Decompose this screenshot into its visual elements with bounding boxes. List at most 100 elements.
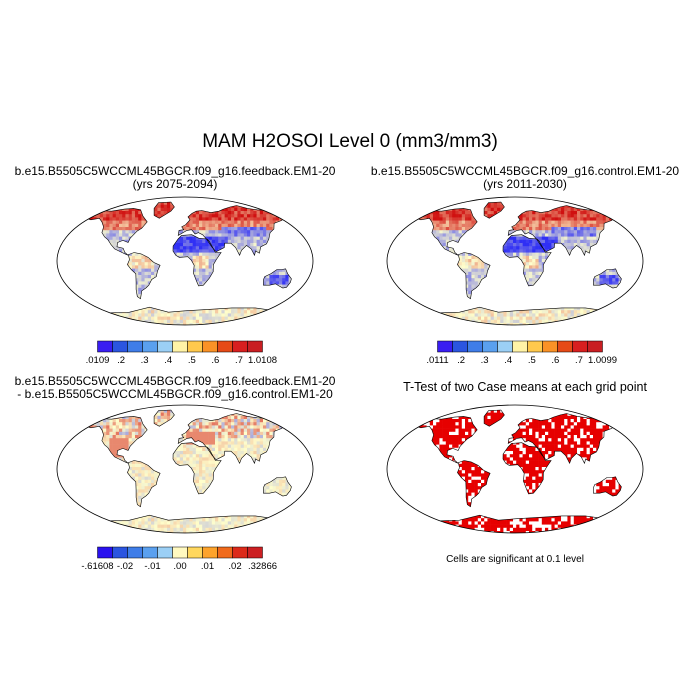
land-cells [83,202,292,325]
colorbar-tick-label: .01 [201,561,214,572]
coastline-north-america [85,208,148,256]
colorbar-swatch [247,546,263,559]
colorbar-tick-label: -.02 [117,561,133,572]
figure-title: MAM H2OSOI Level 0 (mm3/mm3) [202,131,498,152]
colorbar-tick-label: 1.0108 [248,355,277,366]
colorbar-tick-label: .6 [551,355,559,366]
panel-feedback-title-line2: (yrs 2075-2094) [132,177,218,191]
coastline-eurasia [177,205,293,257]
colorbar-tick-label: .5 [528,355,536,366]
map-border [56,196,314,326]
colorbar-swatch [187,546,203,559]
coastline-eurasia [177,413,293,465]
panel-control-title-line2: (yrs 2011-2030) [483,177,567,191]
colorbar-tick-label: .0109 [86,355,110,366]
coastline-australia [593,268,622,289]
colorbar-tick-label: .4 [504,355,512,366]
colorbar-swatch [187,340,203,353]
coastline-north-america [415,208,478,256]
coastline-north-america [85,416,148,464]
colorbar-swatch [142,546,158,559]
panel-ttest-title: T-Test of two Case means at each grid po… [350,381,700,394]
colorbar-swatch [527,340,543,353]
coastline-south-america [457,460,491,508]
colorbar-swatch [467,340,483,353]
coastline-greenland [153,201,175,219]
colorbar-tick-label: .0111 [426,355,448,366]
land-cells [413,410,622,533]
colorbar-difference: -.61608 -.02 -.01 .00 .01 .02 .32866 [81,546,277,572]
colorbar-swatch [172,340,188,353]
panel-difference-title: b.e15.B5505C5WCCML45BGCR.f09_g16.feedbac… [0,375,350,401]
map-difference [56,404,314,534]
colorbar-swatch [97,546,113,559]
colorbar-swatch [232,546,248,559]
colorbar-tick-label: .7 [235,355,243,366]
colorbar-swatch [572,340,588,353]
colorbar-tick-label: .3 [481,355,489,366]
map-control [386,196,644,326]
colorbar-swatch [587,340,603,353]
colorbar-swatch [217,340,233,353]
coastline-greenland [483,409,505,427]
colorbar-swatch [512,340,528,353]
map-border [56,404,314,534]
panel-control-title-line1: b.e15.B5505C5WCCML45BGCR.f09_g16.control… [370,164,680,178]
panel-difference-title-line2: - b.e15.B5505C5WCCML45BGCR.f09_g16.contr… [17,387,333,401]
panel-difference-title-line1: b.e15.B5505C5WCCML45BGCR.f09_g16.feedbac… [14,374,336,388]
colorbar-tick-label: .6 [211,355,219,366]
colorbar-swatch [127,546,143,559]
map-border [386,196,644,326]
colorbar-swatch [157,546,173,559]
ttest-note: Cells are significant at 0.1 level [446,554,584,565]
colorbar-swatch [202,340,218,353]
colorbar-swatch [497,340,513,353]
colorbar-tick-label: -.01 [144,561,160,572]
colorbar-swatch [202,546,218,559]
colorbar-tick-label: 1.0099 [588,355,617,366]
panel-control-title: b.e15.B5505C5WCCML45BGCR.f09_g16.control… [350,165,700,191]
map-feedback [56,196,314,326]
colorbar-tick-label: .4 [164,355,172,366]
coastline-greenland [483,201,505,219]
colorbar-swatch [172,546,188,559]
colorbar-swatch [452,340,468,353]
colorbar-tick-label: .3 [141,355,149,366]
coastline-eurasia [507,205,623,257]
colorbar-tick-label: .00 [173,561,186,572]
colorbar-tick-label: .2 [457,355,465,366]
coastline-south-america [127,252,161,300]
map-border [386,404,644,534]
colorbar-control: .0111 .2 .3 .4 .5 .6 .7 1.0099 [426,340,617,366]
colorbar-swatch [247,340,263,353]
panel-ttest-title-line1: T-Test of two Case means at each grid po… [403,380,647,394]
colorbar-tick-label: .02 [228,561,241,572]
land-cells [413,202,622,325]
colorbar-swatch [142,340,158,353]
coastline-africa [502,442,552,495]
colorbar-swatch [542,340,558,353]
colorbar-feedback: .0109 .2 .3 .4 .5 .6 .7 1.0108 [86,340,277,366]
coastline-australia [263,476,292,497]
coastline-greenland [153,409,175,427]
colorbar-swatch [127,340,143,353]
coastline-africa [502,234,552,287]
colorbar-swatch [482,340,498,353]
colorbar-swatch [97,340,113,353]
coastline-south-america [127,460,161,508]
colorbar-swatch [112,546,128,559]
colorbar-swatch [112,340,128,353]
colorbar-tick-label: .5 [188,355,196,366]
coastline-australia [593,476,622,497]
panel-feedback-title-line1: b.e15.B5505C5WCCML45BGCR.f09_g16.feedbac… [14,164,336,178]
colorbar-tick-label: -.61608 [81,561,113,572]
colorbar-swatch [557,340,573,353]
coastline-africa [172,234,222,287]
map-ttest [386,404,644,534]
coastline-australia [263,268,292,289]
colorbar-swatch [157,340,173,353]
colorbar-tick-label: .32866 [248,561,277,572]
coastline-eurasia [507,413,623,465]
coastline-africa [172,442,222,495]
coastline-south-america [457,252,491,300]
